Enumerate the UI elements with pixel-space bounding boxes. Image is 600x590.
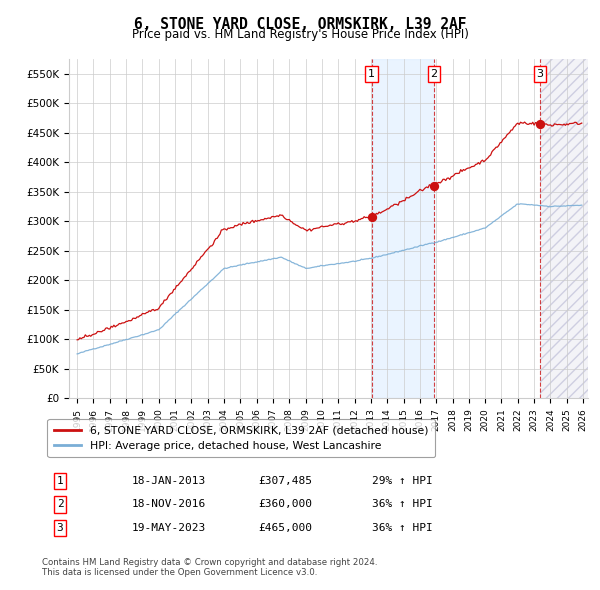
- Text: 6, STONE YARD CLOSE, ORMSKIRK, L39 2AF: 6, STONE YARD CLOSE, ORMSKIRK, L39 2AF: [134, 17, 466, 31]
- Bar: [540, 59, 599, 398]
- Text: 36% ↑ HPI: 36% ↑ HPI: [372, 523, 433, 533]
- Point: [535, 119, 545, 129]
- Text: £360,000: £360,000: [258, 500, 312, 509]
- Text: 1: 1: [56, 476, 64, 486]
- Bar: [371, 59, 434, 398]
- Text: 2: 2: [431, 69, 437, 79]
- Text: 18-NOV-2016: 18-NOV-2016: [132, 500, 206, 509]
- Text: 3: 3: [536, 69, 544, 79]
- Text: 18-JAN-2013: 18-JAN-2013: [132, 476, 206, 486]
- Point: [429, 181, 439, 191]
- Text: £465,000: £465,000: [258, 523, 312, 533]
- Legend: 6, STONE YARD CLOSE, ORMSKIRK, L39 2AF (detached house), HPI: Average price, det: 6, STONE YARD CLOSE, ORMSKIRK, L39 2AF (…: [47, 419, 434, 457]
- Text: Contains HM Land Registry data © Crown copyright and database right 2024.
This d: Contains HM Land Registry data © Crown c…: [42, 558, 377, 577]
- Text: Price paid vs. HM Land Registry's House Price Index (HPI): Price paid vs. HM Land Registry's House …: [131, 28, 469, 41]
- Text: £307,485: £307,485: [258, 476, 312, 486]
- Text: 36% ↑ HPI: 36% ↑ HPI: [372, 500, 433, 509]
- Text: 29% ↑ HPI: 29% ↑ HPI: [372, 476, 433, 486]
- Text: 2: 2: [56, 500, 64, 509]
- Point: [367, 212, 376, 222]
- Text: 1: 1: [368, 69, 375, 79]
- Text: 19-MAY-2023: 19-MAY-2023: [132, 523, 206, 533]
- Text: 3: 3: [56, 523, 64, 533]
